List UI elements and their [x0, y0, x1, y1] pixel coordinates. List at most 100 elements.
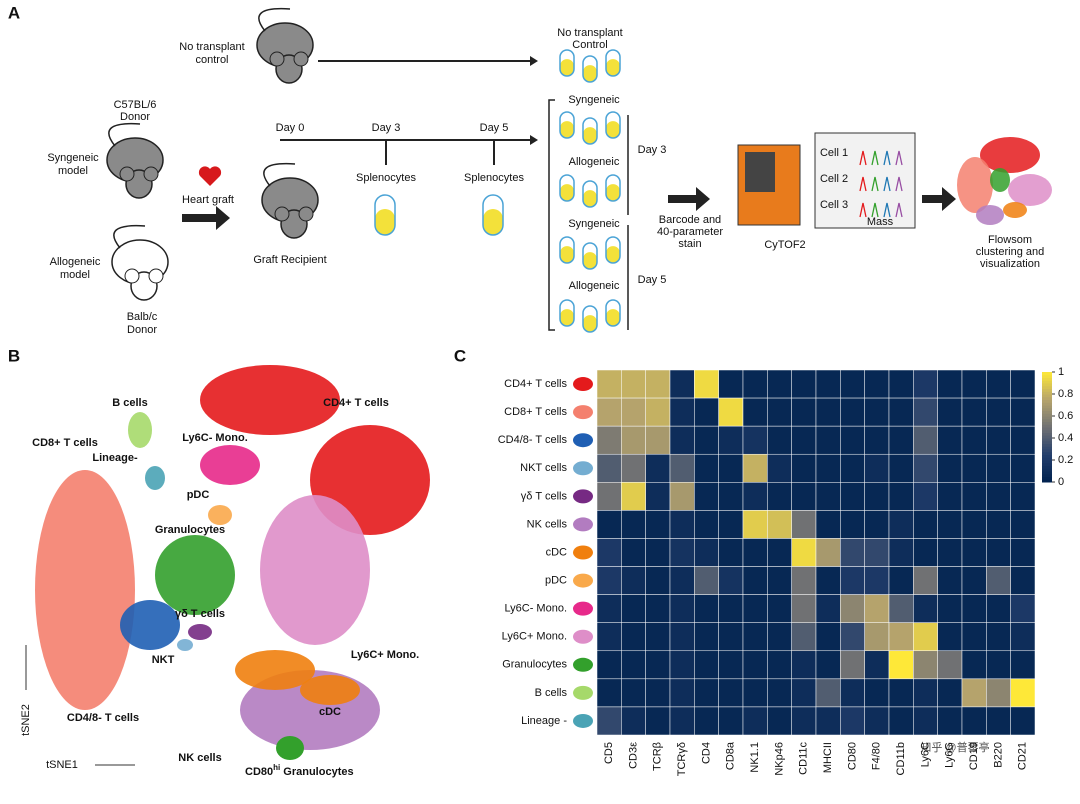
heatmap-cell	[913, 678, 938, 708]
heatmap-cell	[913, 369, 938, 399]
colorbar-step	[1042, 446, 1052, 450]
heatmap-cell	[986, 482, 1011, 511]
heatmap-cell	[864, 453, 890, 483]
heatmap-cell	[913, 397, 938, 427]
heatmap-cell	[596, 425, 622, 455]
colorbar-step	[1042, 443, 1052, 447]
label: Mass	[867, 216, 894, 228]
spectrum	[871, 202, 879, 218]
heatmap-cell	[742, 369, 768, 399]
row-color-dot	[573, 433, 593, 448]
heatmap-cell	[791, 453, 817, 483]
heatmap-cell	[1010, 482, 1036, 511]
colorbar-label: 0.6	[1058, 410, 1073, 422]
cluster-label: CD8+ T cells	[32, 437, 98, 449]
cluster-label: cDC	[319, 706, 341, 718]
row-color-dot	[573, 573, 593, 588]
mouse-ear	[124, 268, 140, 284]
cluster-blob	[120, 600, 180, 650]
heatmap-cell	[913, 706, 938, 736]
colorbar-step	[1042, 399, 1052, 403]
heatmap-cell	[888, 622, 914, 652]
tube-fill	[375, 209, 395, 235]
heatmap-cell	[645, 538, 671, 567]
label: 40-parameter	[657, 226, 723, 238]
heatmap-cell	[718, 453, 744, 483]
heatmap-cell	[621, 369, 646, 399]
column-label: TCRβ	[652, 742, 664, 771]
tsne-blob	[1003, 202, 1027, 218]
colorbar-label: 1	[1058, 366, 1064, 378]
spectrum	[895, 176, 903, 192]
colorbar-label: 0.2	[1058, 454, 1073, 466]
heatmap-cell	[961, 538, 987, 567]
heatmap-cell	[694, 453, 719, 483]
heatmap-cell	[621, 650, 646, 680]
heatmap-cell	[888, 397, 914, 427]
heatmap-cell	[621, 706, 646, 736]
heatmap-cell	[961, 706, 987, 736]
heatmap-cell	[913, 453, 938, 483]
row-label: CD8+ T cells	[504, 406, 567, 418]
heatmap-cell	[888, 566, 914, 595]
tube	[582, 55, 598, 83]
heatmap-cell	[961, 453, 987, 483]
cluster-label: NKT	[152, 654, 175, 666]
heatmap-cell	[669, 566, 695, 595]
heatmap-cell	[621, 397, 646, 427]
mouse-tail	[258, 7, 291, 32]
tube-fill	[560, 184, 574, 201]
heatmap-cell	[986, 425, 1011, 455]
spectrum	[871, 176, 879, 192]
tube	[605, 49, 621, 77]
tube-fill	[583, 127, 597, 144]
label: Splenocytes	[356, 172, 416, 184]
tube	[582, 180, 598, 208]
cluster-blob	[188, 624, 212, 640]
heatmap-cell	[864, 482, 890, 511]
mouse-ear	[269, 51, 285, 67]
column-label: CD80	[846, 742, 858, 770]
heatmap-cell	[694, 566, 719, 595]
colorbar-step	[1042, 440, 1052, 444]
row-label: Ly6C- Mono.	[504, 603, 567, 615]
tube	[605, 299, 621, 327]
heatmap-cell	[645, 566, 671, 595]
tube-fill	[606, 309, 620, 326]
heatmap-cell	[815, 566, 841, 595]
column-label: CD21	[1017, 742, 1029, 770]
row-color-dot	[573, 713, 593, 728]
colorbar-step	[1042, 429, 1052, 433]
heatmap-cell	[718, 650, 744, 680]
heatmap-cell	[596, 566, 622, 595]
tube	[559, 174, 575, 202]
heatmap-cell	[815, 650, 841, 680]
heatmap-cell	[742, 622, 768, 652]
colorbar-step	[1042, 454, 1052, 458]
label: Allogeneic	[569, 156, 620, 168]
heatmap-cell	[621, 594, 646, 623]
heatmap-cell	[742, 397, 768, 427]
heatmap-cell	[791, 566, 817, 595]
tsne-blob	[957, 157, 993, 213]
heatmap-cell	[937, 369, 963, 399]
label: Barcode and	[659, 214, 721, 226]
heatmap-cell	[742, 538, 768, 567]
heatmap-cell	[913, 622, 938, 652]
tsne-blob	[990, 168, 1010, 192]
heatmap-cell	[767, 482, 792, 511]
colorbar-step	[1042, 416, 1052, 420]
heatmap-cell	[791, 678, 817, 708]
spectrum	[859, 150, 867, 166]
heatmap-cell	[888, 678, 914, 708]
colorbar-step	[1042, 380, 1052, 384]
heatmap-cell	[645, 510, 671, 539]
heatmap-cell	[694, 482, 719, 511]
heatmap-cell	[864, 594, 890, 623]
heatmap-cell	[913, 482, 938, 511]
row-label: cDC	[546, 546, 567, 558]
heatmap-cell	[694, 397, 719, 427]
heatmap-cell	[864, 650, 890, 680]
colorbar-step	[1042, 438, 1052, 442]
tube-fill	[606, 246, 620, 263]
